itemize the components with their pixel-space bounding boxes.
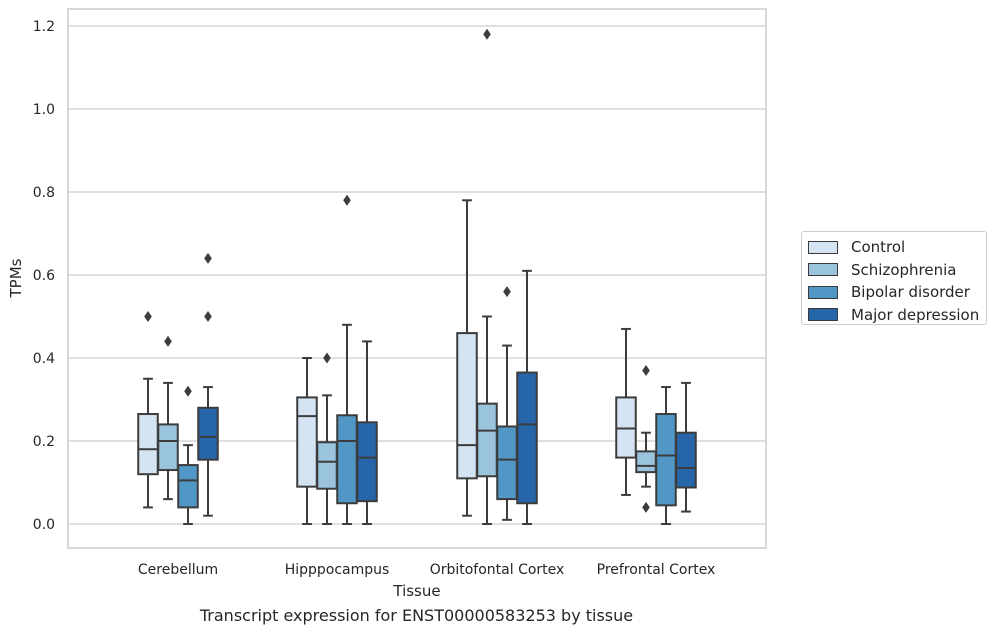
legend-swatch xyxy=(808,240,838,254)
outlier-point xyxy=(164,335,172,347)
iqr-box xyxy=(177,464,199,509)
plot-frame xyxy=(67,8,767,549)
x-tick-labels: Cerebellum Hipppocampus Orbitofontal Corte… xyxy=(138,562,715,578)
x-tick-label: Prefrontal Cortex xyxy=(597,562,716,578)
legend-swatch xyxy=(808,263,838,277)
box-control xyxy=(137,311,159,509)
box-schizophrenia xyxy=(157,335,179,501)
legend-label: Bipolar disorder xyxy=(851,283,970,302)
outlier-point xyxy=(503,286,511,298)
iqr-box xyxy=(675,431,697,489)
iqr-box xyxy=(615,396,637,459)
iqr-box xyxy=(296,396,318,488)
outlier-point xyxy=(642,501,650,513)
box-bipolar-disorder xyxy=(177,385,199,525)
box-control xyxy=(456,199,478,517)
legend-label: Control xyxy=(851,238,906,257)
outlier-point xyxy=(204,311,212,322)
box-major-depression xyxy=(356,340,378,525)
iqr-box xyxy=(635,450,657,474)
x-tick-label: Orbitofontal Cortex xyxy=(430,562,565,578)
box-series xyxy=(137,28,697,525)
outlier-point xyxy=(642,364,650,376)
box-bipolar-disorder xyxy=(655,386,677,525)
outlier-point xyxy=(184,385,192,397)
x-tick-label: Cerebellum xyxy=(138,562,218,578)
x-axis-title: Tissue xyxy=(392,582,440,600)
box-major-depression xyxy=(197,252,219,517)
y-tick-label: 0.2 xyxy=(33,434,55,450)
iqr-box xyxy=(456,332,478,480)
legend-swatch xyxy=(808,308,838,322)
legend-label: Major depression xyxy=(851,305,980,324)
legend-item: Bipolar disorder xyxy=(808,281,986,304)
y-tick-labels: 0.0 0.2 0.4 0.6 0.8 1.0 1.2 xyxy=(33,19,55,533)
iqr-box xyxy=(516,371,538,505)
box-major-depression xyxy=(516,269,538,525)
outlier-point xyxy=(323,352,331,364)
iqr-box xyxy=(137,413,159,476)
y-axis-title: TPMs xyxy=(7,258,25,298)
iqr-box xyxy=(316,441,338,490)
y-tick-label: 1.0 xyxy=(33,102,55,118)
outlier-point xyxy=(144,311,152,322)
box-control xyxy=(615,327,637,496)
box-schizophrenia xyxy=(476,28,498,525)
iqr-box xyxy=(476,402,498,478)
y-tick-label: 0.6 xyxy=(33,268,55,284)
chart-caption: Transcript expression for ENST0000058325… xyxy=(199,606,634,625)
y-tick-label: 0.8 xyxy=(33,185,55,201)
y-tick-label: 0.4 xyxy=(33,351,55,367)
outlier-point xyxy=(483,28,491,40)
x-tick-label: Hipppocampus xyxy=(285,562,390,578)
legend-swatch xyxy=(808,285,838,299)
y-tick-label: 1.2 xyxy=(33,19,55,35)
legend-item: Control xyxy=(808,236,986,259)
box-major-depression xyxy=(675,381,697,513)
legend-label: Schizophrenia xyxy=(851,260,957,279)
legend-item: Major depression xyxy=(808,304,986,327)
legend-item: Schizophrenia xyxy=(808,259,986,282)
iqr-box xyxy=(197,406,219,461)
iqr-box xyxy=(336,414,358,505)
outlier-point xyxy=(343,194,351,206)
outlier-point xyxy=(204,252,212,264)
legend: Control Schizophrenia Bipolar disorder Majo… xyxy=(801,231,987,325)
iqr-box xyxy=(356,421,378,503)
iqr-box xyxy=(655,413,677,507)
y-tick-label: 0.0 xyxy=(33,517,55,533)
iqr-box xyxy=(157,423,179,472)
iqr-box xyxy=(496,425,518,501)
